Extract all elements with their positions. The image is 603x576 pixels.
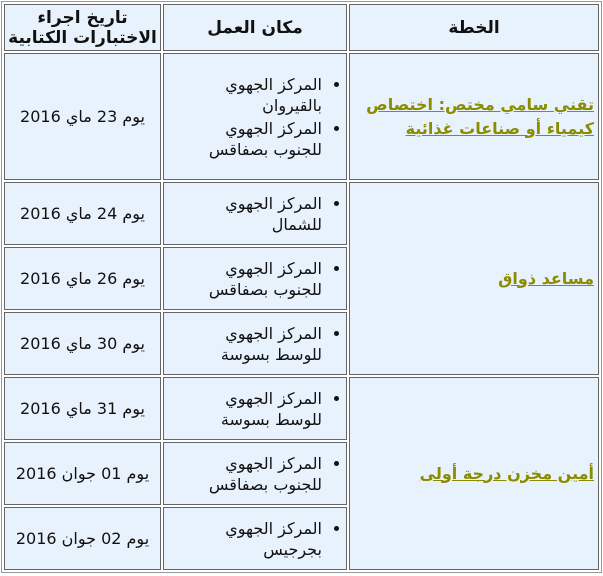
header-date: تاريخ اجراء الاختبارات الكتابية [4,4,161,51]
place-item: المركز الجهوي بجرجيس [194,518,322,560]
header-row: الخطة مكان العمل تاريخ اجراء الاختبارات … [4,4,599,51]
table-row: مساعد ذواق المركز الجهوي للشمال يوم 24 م… [4,182,599,375]
place-item: المركز الجهوي للجنوب بصفاقس [194,453,322,495]
date-cell: يوم 30 ماي 2016 [4,312,161,375]
table-row: المركز الجهوي للجنوب بصفاقس يوم 26 ماي 2… [4,247,599,310]
plan-link[interactable]: أمين مخزن درجة أولى [419,463,594,483]
header-plan: الخطة [349,4,599,51]
place-cell: المركز الجهوي للوسط بسوسة [163,312,347,375]
date-cell: يوم 24 ماي 2016 [4,182,161,245]
place-cell: المركز الجهوي بالقيروانالمركز الجهوي للج… [163,53,347,180]
table-row: المركز الجهوي للوسط بسوسة يوم 30 ماي 201… [4,312,599,375]
plan-cell: أمين مخزن درجة أولى [349,377,599,570]
header-place: مكان العمل [163,4,347,51]
date-cell: يوم 26 ماي 2016 [4,247,161,310]
table-row: المركز الجهوي للجنوب بصفاقس يوم 01 جوان … [4,442,599,505]
place-item: المركز الجهوي للجنوب بصفاقس [194,258,322,300]
place-item: المركز الجهوي للوسط بسوسة [194,323,322,365]
table-row: المركز الجهوي بجرجيس يوم 02 جوان 2016 [4,507,599,570]
table-row: تقني سامي مختص: اختصاص كيمياء أو صناعات … [4,53,599,180]
date-cell: يوم 01 جوان 2016 [4,442,161,505]
plan-link[interactable]: مساعد ذواق [498,268,594,288]
place-item: المركز الجهوي للوسط بسوسة [194,388,322,430]
place-item: المركز الجهوي للجنوب بصفاقس [194,118,322,160]
plan-cell: مساعد ذواق [349,182,599,375]
date-cell: يوم 23 ماي 2016 [4,53,161,180]
plan-link[interactable]: تقني سامي مختص: اختصاص كيمياء أو صناعات … [366,94,594,138]
place-cell: المركز الجهوي بجرجيس [163,507,347,570]
place-item: المركز الجهوي للشمال [194,193,322,235]
place-cell: المركز الجهوي للشمال [163,182,347,245]
place-cell: المركز الجهوي للجنوب بصفاقس [163,247,347,310]
table-row: أمين مخزن درجة أولى المركز الجهوي للوسط … [4,377,599,570]
plan-cell: تقني سامي مختص: اختصاص كيمياء أو صناعات … [349,53,599,180]
place-cell: المركز الجهوي للجنوب بصفاقس [163,442,347,505]
place-cell: المركز الجهوي للوسط بسوسة [163,377,347,440]
date-cell: يوم 02 جوان 2016 [4,507,161,570]
place-item: المركز الجهوي بالقيروان [194,74,322,116]
date-cell: يوم 31 ماي 2016 [4,377,161,440]
